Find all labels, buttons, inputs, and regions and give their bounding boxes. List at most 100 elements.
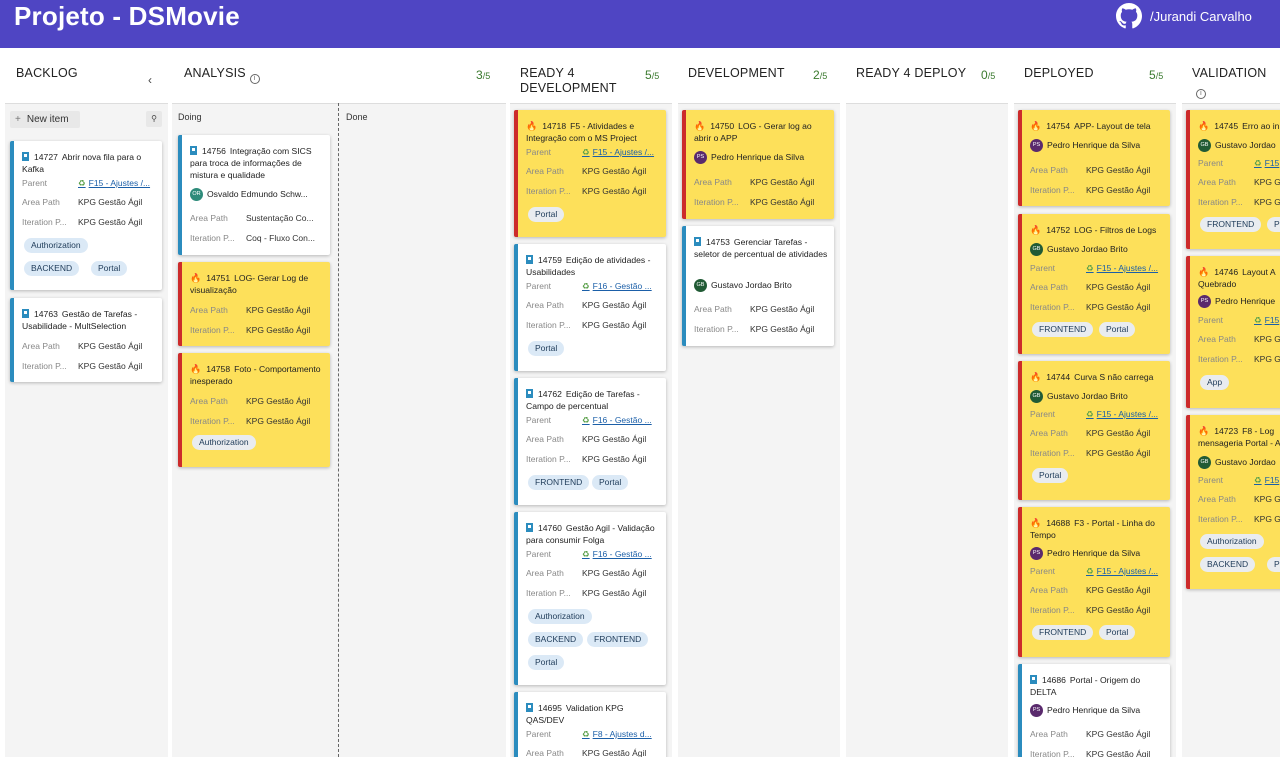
work-item-card[interactable]: 🔥 14746 Layout A Quebrado PS Pedro Henrique… bbox=[1186, 256, 1280, 408]
info-icon[interactable]: i bbox=[249, 74, 260, 84]
card-assignee[interactable]: PS Pedro Henrique da Silva bbox=[1030, 138, 1164, 152]
work-item-card[interactable]: 14760 Gestão Agil - Validação para consum… bbox=[514, 512, 666, 685]
card-title[interactable]: 14763 Gestão de Tarefas - Usabilidade - M… bbox=[22, 309, 138, 331]
card-title[interactable]: 14756 Integração com SICS para troca de i… bbox=[190, 146, 312, 180]
card-title[interactable]: 14759 Edição de atividades - Usabilidades bbox=[526, 255, 651, 277]
parent-link[interactable]: ♻ F15 - Ajustes /... bbox=[1086, 566, 1159, 576]
tag[interactable]: Portal bbox=[528, 341, 565, 356]
card-assignee[interactable]: PS Pedro Henrique da Silva bbox=[694, 150, 828, 164]
card-assignee[interactable]: GB Gustavo Jordao Brito bbox=[1030, 389, 1164, 403]
work-item-card[interactable]: 14686 Portal - Origem do DELTA PS Pedro He… bbox=[1018, 664, 1170, 757]
card-title[interactable]: 🔥 14752 LOG - Filtros de Logs bbox=[1030, 225, 1157, 235]
tag[interactable]: BACKEND bbox=[1200, 557, 1256, 572]
column-header-analysis[interactable]: ANALYSIS i bbox=[184, 66, 260, 84]
card-assignee[interactable]: GB Gustavo Jordao bbox=[1198, 138, 1280, 152]
tag[interactable]: Portal bbox=[592, 475, 629, 490]
parent-link[interactable]: ♻ F15 - Ajustes /... bbox=[1086, 409, 1159, 419]
tag[interactable]: Portal bbox=[1099, 322, 1136, 337]
tag[interactable]: Portal bbox=[1099, 625, 1136, 640]
work-item-card[interactable]: 14753 Gerenciar Tarefas - seletor de perc… bbox=[682, 226, 834, 346]
work-item-card[interactable]: 🔥 14688 F3 - Portal - Linha do Tempo PS Ped… bbox=[1018, 507, 1170, 657]
tag[interactable]: Portal bbox=[528, 655, 565, 670]
card-title[interactable]: 🔥 14754 APP- Layout de tela bbox=[1030, 121, 1151, 131]
search-icon[interactable]: ⚲ bbox=[146, 111, 162, 127]
work-item-card[interactable]: 14727 Abrir nova fila para o Kafka Parent… bbox=[10, 141, 162, 290]
parent-link[interactable]: ♻ F15 - Ajustes /... bbox=[1086, 263, 1159, 273]
work-item-card[interactable]: 14695 Validation KPG QAS/DEV Parent ♻ F8 - … bbox=[514, 692, 666, 757]
tag[interactable]: Authorization bbox=[24, 238, 88, 253]
user-menu[interactable]: /Jurandi Carvalho bbox=[1116, 3, 1252, 29]
card-title[interactable]: 🔥 14746 Layout A Quebrado bbox=[1198, 267, 1276, 289]
parent-link[interactable]: ♻ F15 - Ajustes /... bbox=[78, 178, 151, 188]
card-title[interactable]: 14762 Edição de Tarefas - Campo de percen… bbox=[526, 389, 640, 411]
card-title[interactable]: 🔥 14688 F3 - Portal - Linha do Tempo bbox=[1030, 518, 1155, 540]
work-item-card[interactable]: 14756 Integração com SICS para troca de i… bbox=[178, 135, 330, 255]
tag[interactable]: Port bbox=[1267, 557, 1280, 572]
parent-link[interactable]: ♻ F16 - Gestão ... bbox=[582, 281, 652, 291]
tag[interactable]: Authorization bbox=[528, 609, 592, 624]
tag[interactable]: Authorization bbox=[192, 435, 256, 450]
column-header-deployed[interactable]: DEPLOYED bbox=[1024, 66, 1094, 80]
parent-link[interactable]: ♻ F15 bbox=[1254, 315, 1280, 325]
card-title[interactable]: 14760 Gestão Agil - Validação para consum… bbox=[526, 523, 655, 545]
work-item-card[interactable]: 🔥 14758 Foto - Comportamento inesperado Ar… bbox=[178, 353, 330, 467]
parent-link[interactable]: ♻ F8 - Ajustes d... bbox=[582, 729, 652, 739]
new-item-button[interactable]: + New item bbox=[10, 111, 80, 128]
card-assignee[interactable]: GB Gustavo Jordao bbox=[1198, 455, 1280, 469]
tag[interactable]: FRONTEND bbox=[1032, 322, 1094, 337]
work-item-card[interactable]: 14762 Edição de Tarefas - Campo de percen… bbox=[514, 378, 666, 505]
card-title[interactable]: 14695 Validation KPG QAS/DEV bbox=[526, 703, 624, 725]
card-title[interactable]: 🔥 14758 Foto - Comportamento inesperado bbox=[190, 364, 321, 386]
work-item-card[interactable]: 🔥 14754 APP- Layout de tela PS Pedro Henriq… bbox=[1018, 110, 1170, 206]
work-item-card[interactable]: 🔥 14751 LOG- Gerar Log de visualização Are… bbox=[178, 262, 330, 346]
work-item-card[interactable]: 🔥 14752 LOG - Filtros de Logs GB Gustavo Jo… bbox=[1018, 214, 1170, 354]
card-title[interactable]: 🔥 14751 LOG- Gerar Log de visualização bbox=[190, 273, 309, 295]
tag[interactable]: BACKEND bbox=[528, 632, 584, 647]
tag[interactable]: BACKEND bbox=[24, 261, 80, 276]
card-title[interactable]: 🔥 14745 Erro ao in bbox=[1198, 121, 1280, 131]
card-assignee[interactable]: PS Pedro Henrique da Silva bbox=[1030, 703, 1164, 717]
card-assignee[interactable]: OR Osvaldo Edmundo Schw... bbox=[190, 187, 324, 201]
parent-link[interactable]: ♻ F16 - Gestão ... bbox=[582, 549, 652, 559]
work-item-card[interactable]: 14763 Gestão de Tarefas - Usabilidade - M… bbox=[10, 298, 162, 382]
tag[interactable]: Portal bbox=[91, 261, 128, 276]
work-item-card[interactable]: 🔥 14750 LOG - Gerar log ao abrir o APP PS P… bbox=[682, 110, 834, 219]
parent-link[interactable]: ♻ F15 - Ajustes /... bbox=[582, 147, 655, 157]
card-field-iteration: Iteration P... Coq - Fluxo Con... bbox=[190, 233, 315, 243]
card-assignee[interactable]: PS Pedro Henrique da Silva bbox=[1030, 546, 1164, 560]
card-assignee[interactable]: PS Pedro Henrique bbox=[1198, 294, 1280, 308]
tag[interactable]: Portal bbox=[528, 207, 565, 222]
collapse-chevron-icon[interactable]: ‹ bbox=[148, 73, 152, 87]
card-title[interactable]: 14753 Gerenciar Tarefas - seletor de perc… bbox=[694, 237, 828, 259]
column-header-ready4deploy[interactable]: READY 4 DEPLOY bbox=[856, 66, 967, 80]
work-item-card[interactable]: 14759 Edição de atividades - Usabilidades… bbox=[514, 244, 666, 371]
column-header-ready4development[interactable]: READY 4 DEVELOPMENT bbox=[520, 66, 617, 95]
parent-link[interactable]: ♻ F15 bbox=[1254, 158, 1280, 168]
tag[interactable]: Authorization bbox=[1200, 534, 1264, 549]
card-title[interactable]: 🔥 14718 F5 - Atividades e Integração com o… bbox=[526, 121, 637, 143]
work-item-card[interactable]: 🔥 14744 Curva S não carrega GB Gustavo Jord… bbox=[1018, 361, 1170, 500]
tag[interactable]: Portal bbox=[1032, 468, 1069, 483]
work-item-card[interactable]: 🔥 14723 F8 - Log mensageria Portal - A GB G… bbox=[1186, 415, 1280, 589]
card-title[interactable]: 14686 Portal - Origem do DELTA bbox=[1030, 675, 1141, 697]
tag[interactable]: FRONTEND bbox=[587, 632, 649, 647]
card-assignee[interactable]: GB Gustavo Jordao Brito bbox=[1030, 242, 1164, 256]
info-icon[interactable]: i bbox=[1196, 89, 1206, 99]
parent-link[interactable]: ♻ F15 bbox=[1254, 475, 1280, 485]
column-header-validation[interactable]: VALIDATION i bbox=[1192, 66, 1280, 99]
parent-link[interactable]: ♻ F16 - Gestão ... bbox=[582, 415, 652, 425]
tag[interactable]: FRONTEND bbox=[1200, 217, 1262, 232]
card-title[interactable]: 🔥 14750 LOG - Gerar log ao abrir o APP bbox=[694, 121, 812, 143]
card-assignee[interactable]: GB Gustavo Jordao Brito bbox=[694, 278, 828, 292]
tag[interactable]: FRONTEND bbox=[1032, 625, 1094, 640]
work-item-card[interactable]: 🔥 14745 Erro ao in GB Gustavo Jordao Parent… bbox=[1186, 110, 1280, 249]
column-header-backlog[interactable]: BACKLOG bbox=[16, 66, 78, 80]
tag[interactable]: Por bbox=[1267, 217, 1280, 232]
work-item-card[interactable]: 🔥 14718 F5 - Atividades e Integração com o… bbox=[514, 110, 666, 237]
tag[interactable]: App bbox=[1200, 375, 1230, 390]
card-title[interactable]: 14727 Abrir nova fila para o Kafka bbox=[22, 152, 142, 174]
card-title[interactable]: 🔥 14723 F8 - Log mensageria Portal - A bbox=[1198, 426, 1280, 448]
tag[interactable]: FRONTEND bbox=[528, 475, 590, 490]
column-header-development[interactable]: DEVELOPMENT bbox=[688, 66, 785, 80]
card-title[interactable]: 🔥 14744 Curva S não carrega bbox=[1030, 372, 1154, 382]
